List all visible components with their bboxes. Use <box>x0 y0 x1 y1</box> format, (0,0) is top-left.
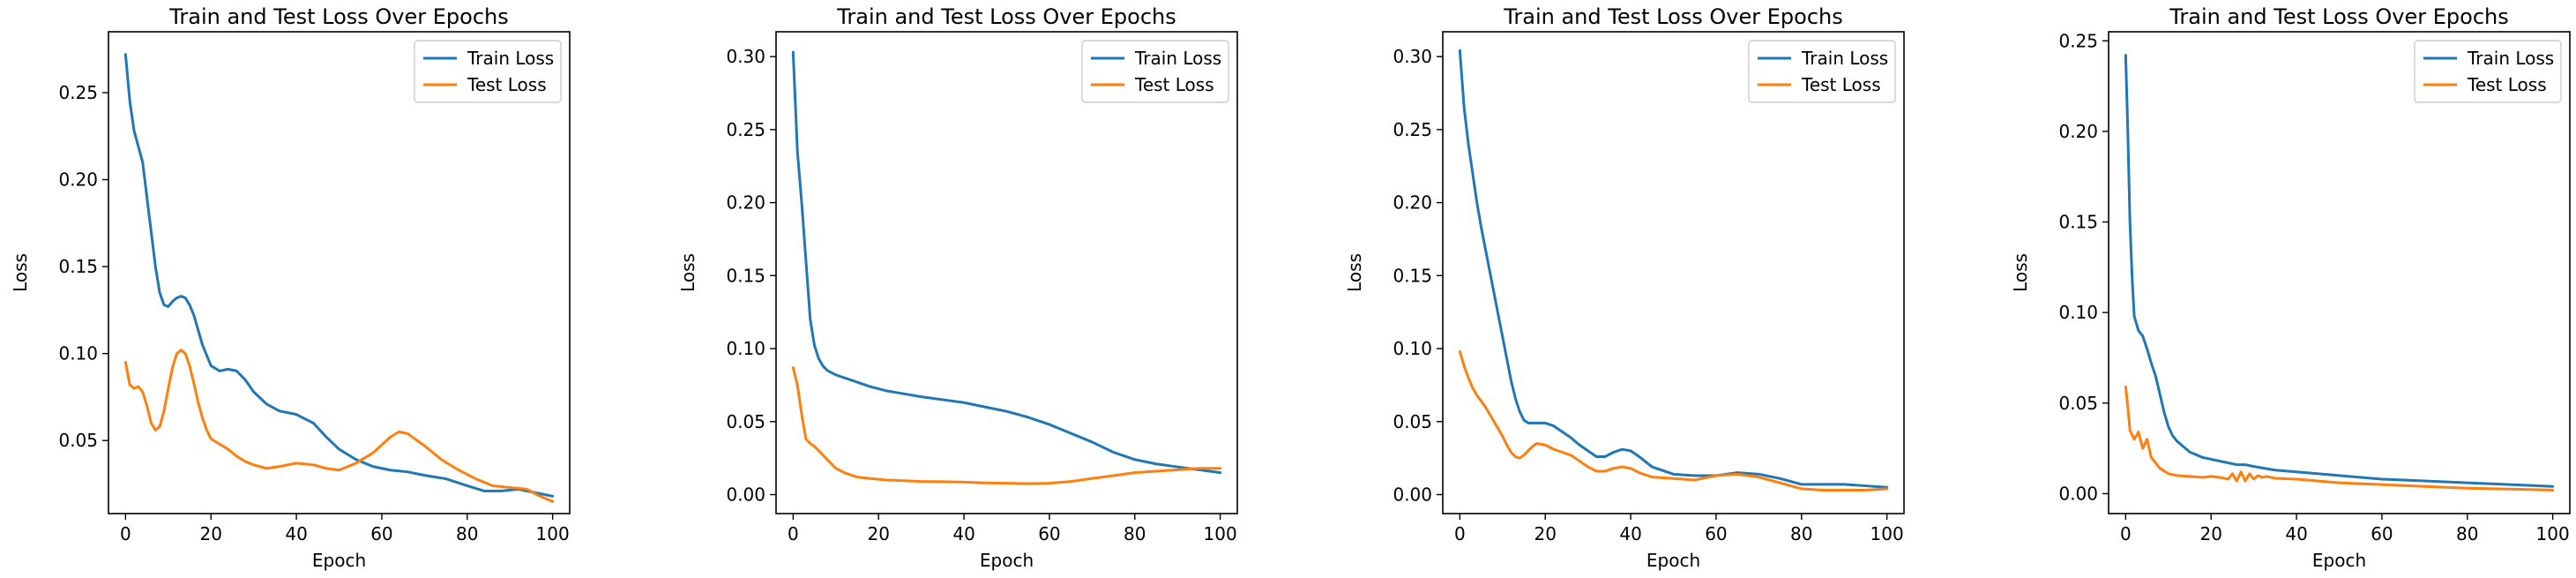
x-tick-label: 40 <box>2285 523 2307 544</box>
legend-entry: Test Loss <box>467 74 547 95</box>
x-tick-label: 80 <box>2456 523 2478 544</box>
y-tick-label: 0.20 <box>726 192 765 214</box>
legend-entry: Train Loss <box>1134 48 1221 69</box>
y-tick-label: 0.05 <box>2058 393 2098 414</box>
y-tick-label: 0.10 <box>1393 338 1432 359</box>
legend: Train Loss Test Loss <box>2414 40 2562 103</box>
x-tick-label: 80 <box>1790 523 1812 544</box>
axes-frame <box>775 31 1238 514</box>
legend-entry: Train Loss <box>1801 48 1888 69</box>
x-tick-label: 40 <box>952 523 974 544</box>
x-tick-label: 100 <box>536 523 570 544</box>
legend-entry: Test Loss <box>1134 74 1214 95</box>
y-tick-label: 0.25 <box>1393 119 1432 140</box>
test-loss-line <box>1458 349 1889 492</box>
x-tick-label: 60 <box>370 523 392 544</box>
y-axis-label: Loss <box>677 253 698 292</box>
train-loss-line <box>791 50 1222 475</box>
x-tick-label: 0 <box>120 523 131 544</box>
x-tick-label: 0 <box>1454 523 1466 544</box>
legend-box <box>414 40 562 103</box>
y-tick-label: 0.20 <box>2058 121 2098 142</box>
y-tick-label: 0.15 <box>2058 212 2098 233</box>
train-loss-line <box>2124 54 2555 488</box>
axes-frame <box>1442 31 1905 514</box>
legend-box <box>1081 40 1229 103</box>
y-axis-label: Loss <box>2010 253 2031 292</box>
legend-entry: Test Loss <box>1801 74 1881 95</box>
chart-title: Train and Test Loss Over Epochs <box>1503 4 1843 29</box>
y-tick-label: 0.25 <box>2058 30 2098 51</box>
y-tick-label: 0.10 <box>58 343 98 364</box>
y-axis-label: Loss <box>10 253 31 292</box>
test-loss-line <box>123 349 555 503</box>
y-tick-label: 0.25 <box>726 119 765 140</box>
x-tick-label: 60 <box>1038 523 1060 544</box>
x-axis-label: Epoch <box>980 550 1034 571</box>
legend-box <box>2414 40 2562 103</box>
y-tick-label: 0.25 <box>58 82 98 103</box>
x-tick-label: 60 <box>2371 523 2393 544</box>
y-tick-label: 0.10 <box>726 338 765 359</box>
y-tick-label: 0.30 <box>1393 46 1432 67</box>
x-tick-label: 40 <box>285 523 307 544</box>
chart-title: Train and Test Loss Over Epochs <box>168 4 509 29</box>
x-tick-label: 40 <box>1619 523 1641 544</box>
y-tick-label: 0.15 <box>1393 265 1432 286</box>
y-tick-label: 0.05 <box>1393 411 1432 432</box>
axes-frame <box>108 31 571 514</box>
x-tick-label: 60 <box>1705 523 1727 544</box>
chart-panel-4: Train and Test Loss Over Epochs 0 20 40 60 80… <box>2010 4 2571 571</box>
x-tick-label: 0 <box>2120 523 2132 544</box>
test-loss-line <box>2124 385 2555 492</box>
x-tick-label: 20 <box>867 523 889 544</box>
y-tick-label: 0.05 <box>726 411 765 432</box>
x-tick-label: 20 <box>2199 523 2221 544</box>
x-tick-label: 100 <box>1870 523 1904 544</box>
legend-entry: Train Loss <box>467 48 554 69</box>
legend: Train Loss Test Loss <box>1748 40 1896 103</box>
y-tick-label: 0.15 <box>726 265 765 286</box>
axes-frame <box>2108 31 2571 514</box>
x-axis-label: Epoch <box>2312 550 2366 571</box>
x-tick-label: 80 <box>456 523 478 544</box>
chart-title: Train and Test Loss Over Epochs <box>836 4 1176 29</box>
legend-entry: Test Loss <box>2467 74 2547 95</box>
train-loss-line <box>123 53 555 498</box>
x-tick-label: 0 <box>788 523 799 544</box>
x-tick-label: 100 <box>2536 523 2570 544</box>
legend-box <box>1748 40 1896 103</box>
y-tick-label: 0.00 <box>726 484 765 505</box>
y-tick-label: 0.15 <box>58 256 98 277</box>
y-tick-label: 0.05 <box>58 430 98 451</box>
legend-entry: Train Loss <box>2467 48 2554 69</box>
y-tick-label: 0.00 <box>2058 483 2098 504</box>
chart-title: Train and Test Loss Over Epochs <box>2169 4 2509 29</box>
chart-panel-2: Train and Test Loss Over Epochs 0 20 40 60 80… <box>677 4 1238 571</box>
chart-panel-1: Train and Test Loss Over Epochs 0 20 40 60 80… <box>10 4 571 571</box>
x-tick-label: 20 <box>1534 523 1556 544</box>
x-axis-label: Epoch <box>312 550 366 571</box>
test-loss-line <box>791 366 1222 485</box>
x-tick-label: 100 <box>1204 523 1237 544</box>
x-tick-label: 80 <box>1124 523 1146 544</box>
train-loss-line <box>1458 49 1889 489</box>
y-tick-label: 0.20 <box>58 169 98 191</box>
y-tick-label: 0.00 <box>1393 484 1432 505</box>
y-tick-label: 0.10 <box>2058 302 2098 323</box>
x-tick-label: 20 <box>199 523 221 544</box>
y-tick-label: 0.30 <box>726 46 765 67</box>
y-axis-label: Loss <box>1344 253 1365 292</box>
legend: Train Loss Test Loss <box>1081 40 1229 103</box>
legend: Train Loss Test Loss <box>414 40 562 103</box>
chart-panel-3: Train and Test Loss Over Epochs 0 20 40 60 80… <box>1344 4 1905 571</box>
y-tick-label: 0.20 <box>1393 192 1432 214</box>
x-axis-label: Epoch <box>1646 550 1700 571</box>
